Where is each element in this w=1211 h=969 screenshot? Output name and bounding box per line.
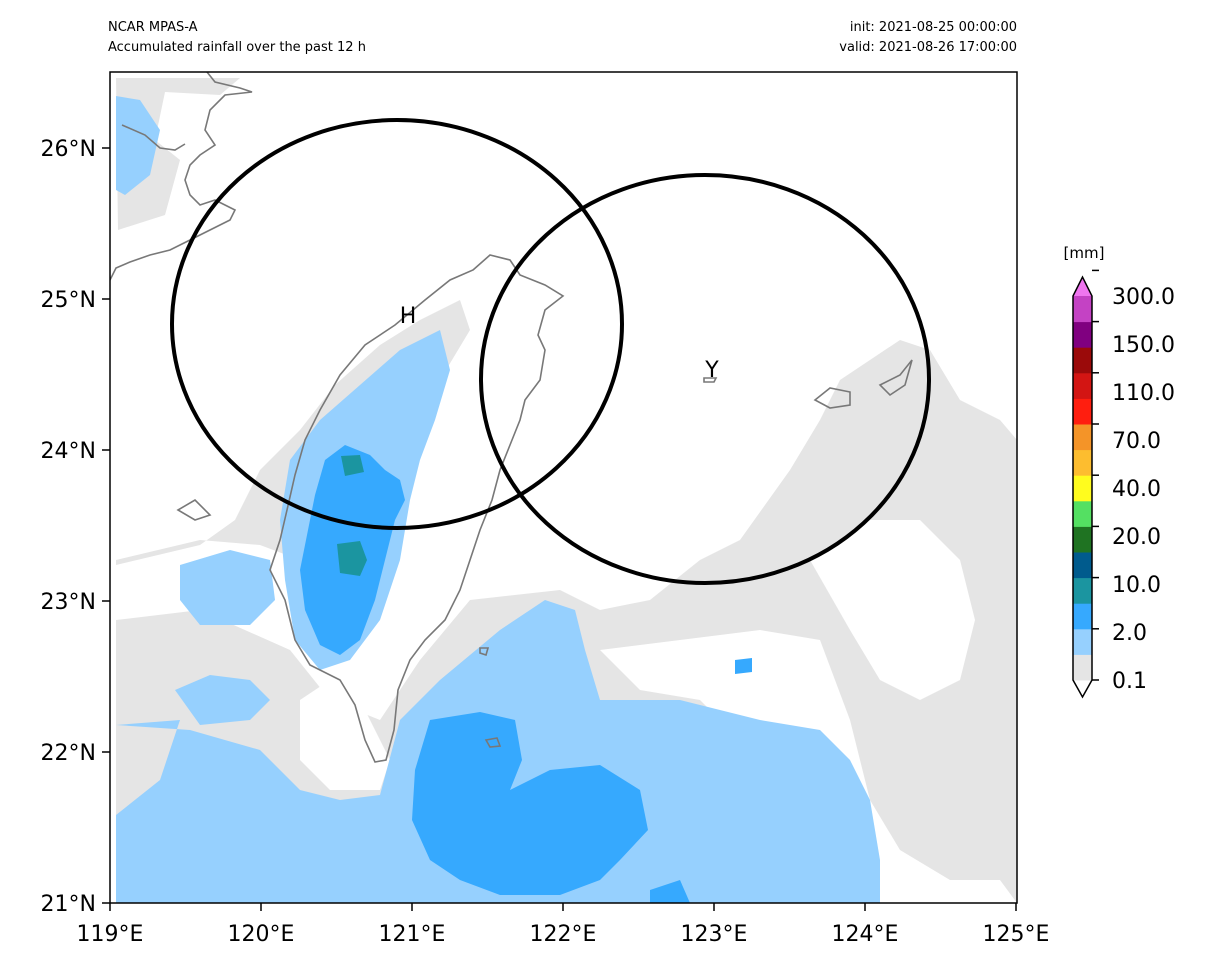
rain-shading-teal	[337, 541, 367, 576]
colorbar-segment	[1073, 321, 1092, 348]
circle-H	[170, 118, 624, 530]
colorbar-tick-label: 20.0	[1112, 525, 1161, 550]
colorbar-tick-label: 300.0	[1112, 285, 1175, 310]
colorbar-labels: 0.1 2.0 10.0 20.0 40.0 70.0 110.0 150.0 …	[1112, 285, 1175, 694]
header-left: NCAR MPAS-A Accumulated rainfall over th…	[108, 18, 366, 58]
init-time: init: 2021-08-25 00:00:00	[849, 20, 1017, 35]
y-tick-label: 25°N	[41, 288, 96, 313]
china-coastline	[110, 72, 253, 281]
x-axis-labels: 119°E 120°E 121°E 122°E 123°E 124°E 125°…	[77, 922, 1050, 947]
colorbar-segment	[1073, 526, 1092, 553]
penghu-coastline	[176, 498, 212, 521]
colorbar-tick-label: 0.1	[1112, 669, 1147, 694]
x-tick-label: 121°E	[379, 922, 446, 947]
rain-shading-blue	[412, 712, 648, 895]
colorbar-extension-low	[1073, 680, 1092, 697]
colorbar-segment	[1073, 628, 1092, 655]
island-coastline	[878, 359, 913, 397]
taiwan-coastline	[269, 254, 565, 763]
colorbar-tick-label: 110.0	[1112, 381, 1175, 406]
colorbar	[1072, 269, 1099, 699]
rain-shading-teal	[341, 455, 364, 476]
x-tick-label: 124°E	[832, 922, 899, 947]
china-coastline	[121, 124, 186, 151]
colorbar-extension-high	[1073, 277, 1092, 296]
colorbar-segment	[1073, 424, 1092, 451]
rain-shading-light-blue	[175, 675, 270, 725]
x-tick-label: 122°E	[530, 922, 597, 947]
rain-shading-blue	[650, 880, 690, 903]
rain-shading-light-blue	[116, 96, 160, 195]
colorbar-tick-label: 70.0	[1112, 429, 1161, 454]
island-coastline	[479, 647, 490, 657]
colorbar-segment	[1073, 654, 1092, 681]
colorbar-segment	[1073, 372, 1092, 399]
rain-shading-white	[300, 680, 390, 790]
y-tick-label: 22°N	[41, 741, 96, 766]
colorbar-segment	[1073, 347, 1092, 374]
colorbar-segment	[1073, 577, 1092, 604]
y-tick-label: 24°N	[41, 439, 96, 464]
colorbar-segment	[1073, 449, 1092, 476]
colorbar-segment	[1073, 475, 1092, 502]
colorbar-segment	[1073, 398, 1092, 425]
x-tick-label: 125°E	[983, 922, 1050, 947]
model-name: NCAR MPAS-A	[108, 20, 198, 35]
y-axis-labels: 21°N 22°N 23°N 24°N 25°N 26°N	[41, 137, 96, 917]
y-tick-label: 23°N	[41, 590, 96, 615]
colorbar-tick-label: 10.0	[1112, 573, 1161, 598]
y-tick-label: 26°N	[41, 137, 96, 162]
colorbar-unit: [mm]	[1064, 244, 1105, 262]
colorbar-tick-label: 150.0	[1112, 333, 1175, 358]
field-description: Accumulated rainfall over the past 12 h	[108, 40, 366, 55]
rain-shading-blue	[735, 658, 752, 674]
colorbar-segment	[1073, 500, 1092, 527]
header-right: init: 2021-08-25 00:00:00 valid: 2021-08…	[700, 18, 1017, 58]
x-tick-label: 123°E	[681, 922, 748, 947]
colorbar-segment	[1073, 552, 1092, 579]
marker-h: H	[400, 304, 417, 329]
rainfall-field	[110, 72, 1017, 903]
rain-shading-white	[810, 520, 975, 700]
radius-circles	[170, 118, 931, 585]
colorbar-tick-label: 40.0	[1112, 477, 1161, 502]
colorbar-tick-label: 2.0	[1112, 621, 1147, 646]
island-coastline	[813, 387, 851, 409]
axis-ticks	[102, 147, 1017, 911]
x-tick-label: 119°E	[77, 922, 144, 947]
coastlines	[110, 72, 913, 763]
colorbar-segment	[1073, 296, 1092, 323]
circle-Y	[479, 173, 931, 585]
marker-y: Y	[704, 358, 719, 383]
island-coastline	[703, 377, 718, 383]
y-tick-label: 21°N	[41, 892, 96, 917]
valid-time: valid: 2021-08-26 17:00:00	[839, 40, 1017, 55]
island-coastline	[484, 737, 502, 748]
colorbar-segment	[1073, 603, 1092, 630]
x-tick-label: 120°E	[228, 922, 295, 947]
rain-shading-light-blue	[180, 550, 275, 625]
